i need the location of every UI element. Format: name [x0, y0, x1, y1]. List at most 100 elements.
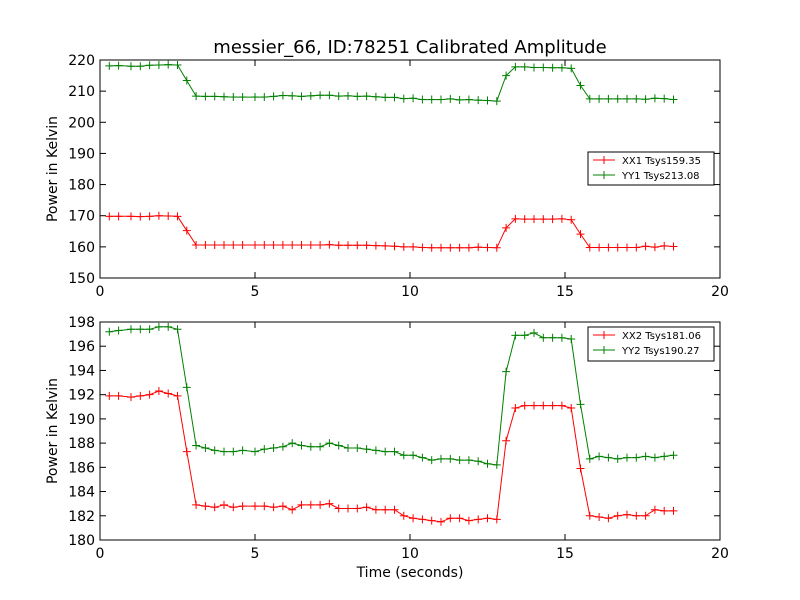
data-point [136, 212, 145, 221]
y-axis-label: Power in Kelvin [45, 378, 61, 484]
data-point [511, 214, 520, 223]
data-point [632, 511, 641, 520]
data-point [511, 403, 520, 412]
data-point [418, 453, 427, 462]
data-point [576, 230, 585, 239]
data-point [530, 215, 538, 224]
data-point [446, 94, 455, 103]
data-point [371, 505, 380, 514]
data-point [660, 506, 669, 515]
data-point [511, 331, 520, 340]
data-point [316, 91, 325, 100]
data-point [344, 241, 352, 250]
data-point [539, 215, 548, 224]
data-point [229, 503, 238, 512]
data-point [127, 212, 135, 221]
legend-box [587, 151, 715, 186]
data-point [641, 511, 650, 520]
data-point [557, 333, 566, 342]
y-tick-label: 196 [68, 339, 95, 355]
y-tick-label: 194 [68, 363, 95, 379]
data-point [182, 76, 191, 85]
data-point [210, 240, 219, 249]
data-point [325, 240, 334, 249]
data-point [251, 93, 259, 102]
data-point [446, 454, 455, 463]
data-point [316, 442, 325, 451]
data-point [353, 504, 362, 513]
data-point [455, 514, 464, 523]
data-point [474, 515, 483, 524]
legend: XX1 Tsys159.35 YY1 Tsys213.08 [587, 151, 715, 186]
data-point [520, 62, 529, 71]
data-point [511, 62, 520, 71]
data-point [632, 453, 641, 462]
data-point [539, 401, 548, 410]
data-point [390, 505, 399, 514]
data-point [483, 96, 492, 105]
data-point [114, 391, 123, 400]
y-tick-label: 160 [68, 240, 95, 256]
data-point [288, 505, 297, 514]
y-tick-label: 186 [68, 460, 95, 476]
data-point [530, 328, 538, 337]
data-point [576, 464, 585, 473]
data-point [492, 460, 501, 469]
data-point [585, 94, 594, 103]
data-point [260, 93, 269, 102]
data-point [201, 92, 210, 101]
data-point [278, 240, 287, 249]
data-point [210, 503, 219, 512]
data-point [567, 215, 576, 224]
data-point [269, 240, 278, 249]
y-tick-label: 170 [68, 209, 95, 225]
data-point [114, 212, 123, 221]
y-tick-label: 180 [68, 178, 95, 194]
data-point [567, 334, 576, 343]
data-point [278, 442, 287, 451]
series-2 [105, 322, 678, 469]
data-point [251, 502, 259, 511]
data-point [548, 63, 557, 72]
data-point [427, 456, 436, 465]
data-point [623, 243, 631, 252]
data-point [278, 91, 287, 100]
data-point [371, 92, 380, 101]
data-point [557, 214, 566, 223]
data-point [251, 240, 259, 249]
data-point [464, 516, 473, 525]
data-point [548, 401, 557, 410]
data-point [418, 95, 427, 104]
data-point [474, 457, 483, 466]
data-point [173, 60, 182, 69]
data-point [595, 452, 604, 461]
y-tick-label: 150 [68, 271, 95, 287]
data-point [381, 241, 390, 250]
data-point [604, 94, 613, 103]
data-point [613, 243, 622, 252]
data-point [220, 500, 228, 509]
data-point [418, 515, 427, 524]
data-point [632, 243, 641, 252]
data-point [362, 92, 371, 101]
data-point [297, 441, 306, 450]
data-point [567, 64, 576, 73]
y-tick-label: 190 [68, 146, 95, 162]
y-tick-label: 200 [68, 115, 95, 131]
data-point [437, 243, 445, 252]
data-point [632, 94, 641, 103]
data-point [437, 95, 445, 104]
data-point [585, 243, 594, 252]
data-point [362, 445, 371, 454]
data-point [136, 391, 145, 400]
data-point [344, 91, 352, 100]
data-point [229, 447, 238, 456]
data-point [446, 243, 455, 252]
x-tick-label: 5 [251, 284, 260, 300]
data-point [502, 223, 511, 232]
data-point [371, 241, 380, 250]
y-tick-label: 188 [68, 436, 95, 452]
y-tick-label: 198 [68, 315, 95, 331]
data-point [669, 451, 678, 460]
data-point [623, 94, 631, 103]
